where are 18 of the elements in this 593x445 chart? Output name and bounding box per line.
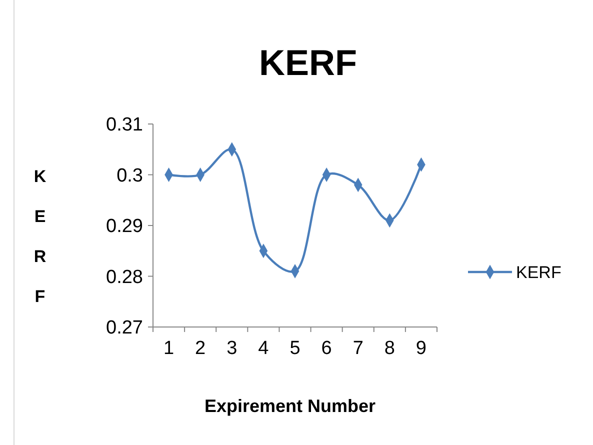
x-tick-label: 4	[258, 338, 270, 359]
y-tick-label: 0.3	[116, 165, 143, 186]
chart-title: KERF	[259, 42, 357, 83]
y-tick-label: 0.29	[106, 216, 143, 238]
x-tick-label: 9	[416, 338, 427, 359]
y-tick-label: 0.27	[106, 318, 143, 339]
x-tick-label: 7	[352, 338, 364, 359]
y-tick-label: 0.28	[106, 266, 143, 288]
x-tick-label: 2	[195, 338, 206, 359]
y-tick-label: 0.31	[106, 114, 143, 136]
legend-label: KERF	[516, 262, 562, 282]
x-tick-label: 1	[163, 338, 174, 359]
x-tick-label: 3	[226, 338, 238, 359]
text: KERF	[34, 167, 46, 306]
x-tick-label: 5	[290, 338, 300, 359]
x-tick-label: 6	[321, 338, 332, 359]
x-axis-title: Expirement Number	[204, 396, 376, 416]
x-tick-label: 8	[384, 338, 395, 359]
